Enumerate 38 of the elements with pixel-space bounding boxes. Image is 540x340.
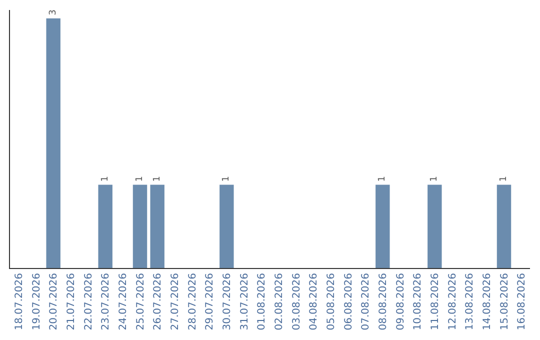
x-tick-label: 01.08.2026: [256, 273, 268, 330]
x-tick-label: 30.07.2026: [222, 273, 233, 330]
x-tick-label: 11.08.2026: [430, 273, 441, 330]
x-tick-label: 08.08.2026: [378, 273, 389, 330]
x-tick-label: 18.07.2026: [14, 273, 25, 330]
data-label: 3: [48, 10, 58, 16]
x-tick-label: 13.08.2026: [464, 273, 476, 330]
x-tick-label: 02.08.2026: [274, 273, 285, 330]
data-label: 1: [135, 176, 145, 182]
x-tick-label: 15.08.2026: [499, 273, 510, 330]
x-tick-label: 03.08.2026: [291, 273, 302, 330]
x-tick-label: 25.07.2026: [135, 273, 146, 330]
x-tick-label: 04.08.2026: [308, 273, 320, 330]
data-label: 1: [222, 176, 232, 182]
x-tick-label: 22.07.2026: [83, 273, 94, 330]
x-tick-label: 06.08.2026: [343, 273, 354, 330]
data-label: 1: [499, 176, 509, 182]
x-tick-label: 29.07.2026: [204, 273, 216, 330]
x-tick-label: 16.08.2026: [516, 273, 528, 330]
x-tick-label: 21.07.2026: [66, 273, 77, 330]
data-label: 1: [430, 176, 440, 182]
x-tick-label: 19.07.2026: [31, 273, 42, 330]
x-tick-label: 31.07.2026: [239, 273, 250, 330]
x-tick-label: 26.07.2026: [152, 273, 164, 330]
data-label: 1: [100, 176, 110, 182]
x-tick-label: 27.07.2026: [170, 273, 181, 330]
x-tick-label: 12.08.2026: [447, 273, 458, 330]
x-tick-label: 28.07.2026: [187, 273, 198, 330]
x-tick-label: 23.07.2026: [100, 273, 112, 330]
x-tick-label: 20.07.2026: [48, 273, 60, 330]
x-tick-label: 24.07.2026: [118, 273, 129, 330]
x-tick-label: 14.08.2026: [482, 273, 493, 330]
x-tick-label: 05.08.2026: [326, 273, 337, 330]
x-tick-label: 10.08.2026: [412, 273, 424, 330]
x-tick-label: 09.08.2026: [395, 273, 406, 330]
data-label: 1: [378, 176, 388, 182]
data-label: 1: [152, 176, 162, 182]
x-tick-label: 07.08.2026: [360, 273, 372, 330]
